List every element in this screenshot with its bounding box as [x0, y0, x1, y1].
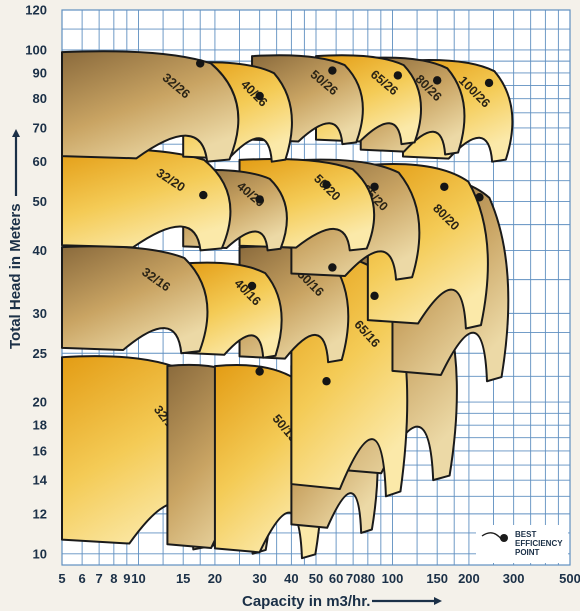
x-axis-arrowhead	[434, 597, 442, 605]
y-tick-label: 14	[33, 473, 48, 488]
legend: BEST EFFICIENCY POINT	[476, 525, 568, 563]
x-tick-label: 300	[503, 571, 525, 586]
y-tick-label: 70	[33, 120, 47, 135]
x-tick-label: 30	[252, 571, 266, 586]
bep-point	[195, 59, 205, 68]
pump-region-32-20	[61, 147, 232, 252]
x-tick-label: 6	[78, 571, 85, 586]
y-tick-label: 90	[33, 65, 47, 80]
legend-box	[476, 525, 568, 563]
y-tick-label: 30	[33, 306, 47, 321]
y-axis-arrowhead	[12, 129, 20, 137]
y-tick-label: 18	[33, 418, 47, 433]
x-axis-title: Capacity in m3/hr.	[242, 593, 370, 610]
x-tick-label: 8	[110, 571, 117, 586]
pump-regions: 32/1340/1350/1365/1380/1665/1650/1640/16…	[61, 50, 514, 560]
bep-point	[322, 180, 331, 189]
x-tick-label: 7	[95, 571, 102, 586]
x-tick-label: 100	[382, 571, 404, 586]
bep-point	[393, 71, 403, 80]
x-tick-label: 150	[426, 571, 448, 586]
y-tick-label: 60	[33, 154, 47, 169]
y-axis-ticks: 10 12 14 16 18 20 25 30 40 50 60 70 80 90 100 120	[25, 3, 47, 562]
x-tick-label: 10	[131, 571, 145, 586]
x-axis-ticks: 5 6 7 8 9 10 15 20 30 40 50 60 70 80 100 150 200 300 500	[58, 571, 580, 586]
y-tick-label: 40	[33, 243, 47, 258]
y-tick-label: 16	[33, 443, 47, 458]
bep-point	[255, 91, 264, 101]
x-tick-label: 20	[208, 571, 222, 586]
bep-point	[322, 377, 331, 386]
bep-point	[328, 66, 337, 75]
y-tick-label: 100	[25, 42, 47, 57]
bep-point	[255, 195, 264, 204]
pump-region-32-16	[61, 245, 209, 355]
pump-region-40-16	[182, 261, 283, 359]
x-tick-label: 40	[284, 571, 298, 586]
bep-point	[370, 291, 379, 301]
legend-label: BEST EFFICIENCY POINT	[515, 530, 563, 557]
x-tick-label: 200	[458, 571, 480, 586]
y-axis-title: Total Head in Meters	[7, 203, 24, 349]
bep-point	[199, 190, 208, 200]
bep-point	[432, 76, 442, 85]
legend-bep-icon	[500, 534, 508, 542]
x-tick-label: 60	[329, 571, 343, 586]
bep-point	[440, 182, 449, 191]
y-tick-label: 12	[33, 506, 47, 521]
x-tick-label: 50	[309, 571, 323, 586]
bep-points	[195, 59, 494, 386]
pump-region-32-26	[61, 50, 240, 163]
y-tick-label: 25	[33, 346, 47, 361]
bep-point	[247, 281, 257, 291]
bep-point	[475, 193, 484, 202]
x-tick-label: 500	[559, 571, 580, 586]
y-tick-label: 80	[33, 91, 47, 106]
y-tick-label: 20	[33, 395, 47, 410]
x-tick-label: 15	[176, 571, 190, 586]
x-tick-label: 9	[123, 571, 130, 586]
bep-point	[484, 78, 494, 88]
x-tick-label: 70	[346, 571, 360, 586]
bep-point	[255, 367, 264, 376]
y-tick-label: 50	[33, 194, 47, 209]
bep-point	[328, 263, 337, 272]
x-tick-label: 80	[361, 571, 375, 586]
x-tick-label: 5	[58, 571, 65, 586]
y-tick-label: 10	[33, 546, 47, 561]
y-tick-label: 120	[25, 3, 47, 18]
bep-point	[370, 182, 379, 191]
